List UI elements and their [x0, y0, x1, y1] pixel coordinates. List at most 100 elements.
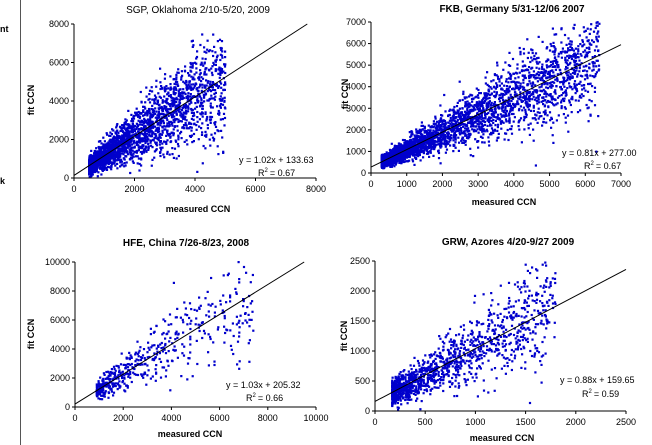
scatter-point [211, 136, 215, 139]
scatter-point [177, 105, 180, 108]
scatter-point [163, 107, 166, 110]
scatter-point [556, 79, 559, 83]
scatter-point [218, 69, 221, 72]
scatter-point [212, 33, 215, 36]
scatter-point [493, 104, 496, 107]
scatter-point [487, 111, 490, 115]
scatter-point [125, 161, 128, 164]
scatter-point [141, 137, 144, 140]
scatter-point [201, 122, 204, 125]
scatter-point [540, 115, 543, 118]
scatter-point [177, 134, 180, 137]
scatter-point [534, 77, 538, 80]
scatter-point [509, 93, 512, 96]
scatter-point [456, 128, 459, 131]
scatter-point [121, 124, 124, 127]
scatter-point [475, 102, 478, 105]
x-tick-label: 8000 [306, 184, 326, 194]
scatter-point [440, 117, 443, 120]
scatter-point [161, 142, 164, 145]
scatter-point [199, 95, 202, 98]
scatter-point [527, 51, 530, 54]
scatter-point [114, 164, 117, 167]
scatter-point [214, 91, 217, 94]
scatter-point [112, 157, 115, 160]
scatter-point [103, 156, 106, 159]
scatter-point [585, 65, 588, 68]
scatter-point [431, 142, 434, 145]
scatter-point [447, 121, 450, 124]
scatter-point [115, 156, 118, 159]
scatter-point [125, 132, 128, 135]
scatter-point [548, 85, 551, 88]
scatter-point [454, 138, 457, 141]
scatter-point [139, 141, 142, 144]
scatter-point [166, 111, 169, 114]
scatter-point [499, 120, 502, 123]
scatter-point [221, 136, 224, 139]
scatter-point [113, 153, 116, 156]
scatter-point [93, 170, 97, 174]
scatter-point [588, 66, 591, 69]
scatter-point [437, 133, 440, 136]
scatter-point [550, 63, 553, 67]
scatter-point [505, 80, 508, 83]
scatter-point [430, 135, 433, 138]
scatter-point [155, 110, 158, 113]
scatter-point [166, 110, 169, 113]
scatter-point [518, 98, 521, 101]
scatter-point [544, 74, 547, 77]
scatter-point [167, 103, 170, 106]
scatter-point [122, 142, 125, 145]
scatter-point [140, 157, 143, 160]
scatter-point [580, 96, 583, 99]
scatter-point [556, 63, 559, 66]
scatter-point [485, 108, 488, 111]
scatter-point [116, 167, 119, 170]
scatter-point [480, 123, 483, 126]
scatter-point [475, 101, 478, 104]
scatter-point [163, 128, 166, 131]
scatter-point [571, 88, 574, 91]
scatter-point [549, 69, 552, 73]
scatter-point [413, 139, 416, 142]
scatter-point [477, 120, 480, 123]
scatter-point [138, 136, 141, 139]
scatter-point [118, 135, 121, 138]
scatter-point [177, 120, 180, 123]
scatter-point [485, 128, 488, 131]
scatter-point [486, 124, 489, 127]
scatter-point [595, 21, 598, 24]
scatter-point [144, 145, 147, 148]
scatter-point [451, 109, 454, 112]
scatter-point [570, 40, 573, 43]
scatter-point [553, 33, 556, 36]
scatter-point [165, 108, 168, 112]
scatter-point [170, 114, 173, 117]
scatter-point [217, 85, 221, 88]
scatter-point [170, 99, 173, 102]
scatter-point [442, 142, 445, 145]
scatter-point [107, 147, 111, 150]
scatter-point [212, 83, 215, 86]
scatter-point [543, 80, 546, 83]
scatter-point [490, 127, 494, 130]
scatter-point [110, 145, 113, 148]
scatter-point [112, 162, 115, 165]
scatter-point [540, 85, 543, 88]
scatter-point [538, 94, 541, 97]
scatter-point [567, 37, 570, 40]
scatter-point [572, 59, 576, 62]
scatter-point [110, 164, 113, 168]
scatter-point [472, 108, 476, 111]
scatter-point [166, 139, 169, 142]
scatter-point [214, 63, 217, 66]
y-tick-label: 4000 [49, 96, 69, 106]
scatter-point [443, 135, 446, 139]
scatter-point [415, 152, 418, 155]
scatter-point [502, 111, 505, 114]
scatter-point [147, 107, 151, 111]
x-tick-label: 6000 [245, 184, 265, 194]
scatter-point [578, 59, 581, 62]
scatter-point [453, 136, 456, 139]
